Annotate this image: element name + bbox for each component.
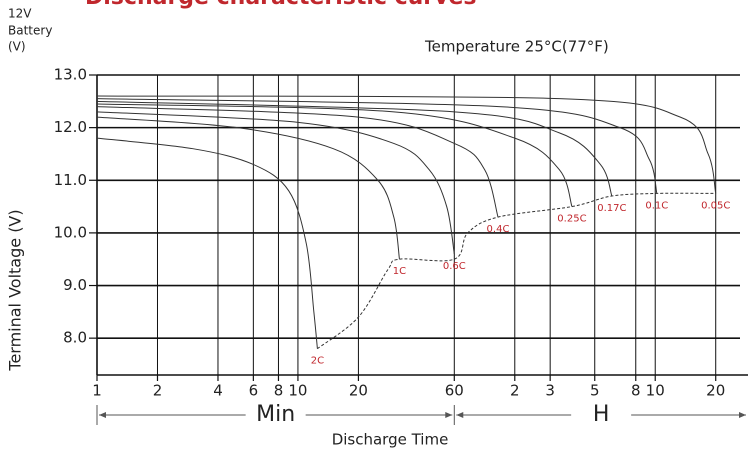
x-tick-label: 2 (153, 382, 163, 400)
discharge-curve (96, 95, 717, 194)
range-label: H (593, 402, 610, 427)
curve-label: 0.6C (443, 261, 466, 272)
curve-label: 0.25C (557, 214, 586, 225)
temperature-note: Temperature 25°C(77°F) (424, 38, 609, 56)
range-label-bg (245, 403, 306, 427)
x-tick-label: 10 (646, 382, 665, 400)
arrow-head (456, 412, 464, 418)
discharge-curve (96, 137, 318, 349)
curve-label: 0.1C (645, 200, 668, 211)
discharge-curve (96, 116, 400, 260)
x-tick-label: 60 (445, 382, 464, 400)
curve-label: 0.17C (597, 203, 626, 214)
unit-note: (V) (8, 40, 26, 54)
end-voltage-line (317, 192, 716, 350)
curve-label: 2C (311, 356, 324, 367)
y-tick-label: 9.0 (63, 276, 87, 294)
arrow-head (445, 412, 453, 418)
discharge-curve (96, 98, 658, 194)
x-tick-label: 8 (631, 382, 641, 400)
arrow-head (99, 412, 106, 418)
discharge-curve (96, 100, 613, 197)
x-tick-label: 8 (274, 382, 284, 400)
x-tick-label: 10 (288, 382, 307, 400)
x-axis-label: Discharge Time (332, 431, 449, 449)
curve-label: 0.4C (487, 224, 510, 235)
y-tick-label: 10.0 (54, 223, 87, 241)
x-tick-label: 1 (92, 382, 102, 400)
x-tick-label: 2 (510, 382, 520, 400)
y-axis-label: Terminal Voltage (V) (6, 209, 25, 371)
y-tick-label: 12.0 (54, 118, 87, 136)
range-label: Min (256, 402, 295, 427)
y-tick-label: 11.0 (54, 171, 87, 189)
discharge-curve (96, 103, 573, 207)
curve-label: 1C (393, 266, 406, 277)
discharge-curve (96, 106, 499, 218)
discharge-curve (96, 111, 455, 255)
x-tick-label: 5 (590, 382, 600, 400)
x-tick-label: 4 (213, 382, 223, 400)
curve-label: 0.05C (701, 200, 730, 211)
x-tick-label: 20 (706, 382, 725, 400)
arrow-head (739, 412, 746, 418)
unit-note: 12V (8, 7, 32, 21)
y-tick-label: 8.0 (63, 329, 87, 347)
x-tick-label: 3 (545, 382, 555, 400)
range-label-bg (571, 403, 632, 427)
chart-title: Discharge characteristic curves (85, 0, 477, 10)
y-tick-label: 13.0 (54, 66, 87, 84)
x-tick-label: 20 (349, 382, 368, 400)
x-tick-label: 6 (249, 382, 259, 400)
unit-note: Battery (8, 24, 52, 38)
